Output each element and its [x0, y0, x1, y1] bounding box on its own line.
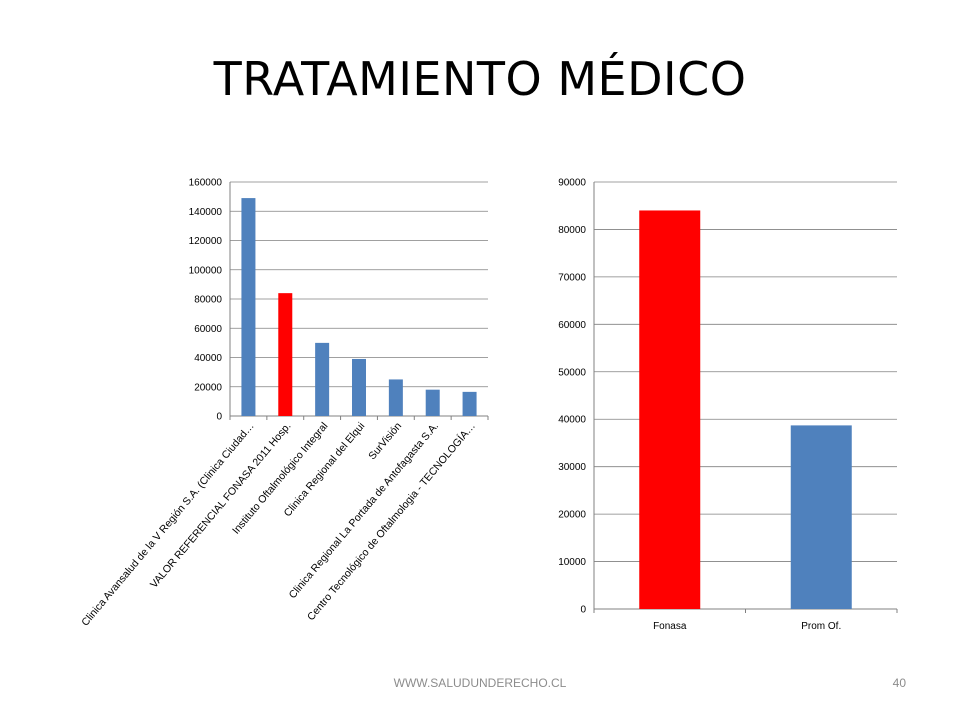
y-tick-label: 90000	[558, 178, 586, 189]
y-tick-label: 80000	[194, 295, 222, 306]
y-tick-label: 70000	[558, 272, 586, 283]
y-tick-label: 140000	[189, 207, 223, 218]
y-tick-label: 0	[580, 605, 586, 616]
y-tick-label: 30000	[558, 462, 586, 473]
bar	[639, 210, 701, 609]
bar	[790, 425, 852, 609]
bar	[425, 389, 440, 416]
bar	[315, 342, 330, 416]
y-tick-label: 20000	[558, 510, 586, 521]
bar	[462, 391, 477, 416]
y-tick-label: 120000	[189, 236, 223, 247]
bar	[388, 379, 403, 416]
y-tick-label: 160000	[189, 178, 223, 189]
footer-url: WWW.SALUDUNDERECHO.CL	[393, 676, 567, 690]
slide-title: TRATAMIENTO MÉDICO	[213, 52, 747, 106]
y-tick-label: 60000	[194, 324, 222, 335]
y-tick-label: 60000	[558, 320, 586, 331]
y-tick-label: 40000	[194, 353, 222, 364]
bar	[241, 198, 256, 416]
category-label: Prom Of.	[801, 621, 841, 632]
bar	[352, 358, 366, 416]
y-tick-label: 10000	[558, 557, 586, 568]
y-tick-label: 0	[216, 412, 222, 423]
y-tick-label: 80000	[558, 225, 586, 236]
y-tick-label: 50000	[558, 367, 586, 378]
category-label: Fonasa	[653, 621, 687, 632]
y-tick-label: 40000	[558, 415, 586, 426]
y-tick-label: 100000	[189, 265, 223, 276]
y-tick-label: 20000	[194, 382, 222, 393]
page-number: 40	[892, 676, 906, 690]
bar	[278, 293, 293, 416]
